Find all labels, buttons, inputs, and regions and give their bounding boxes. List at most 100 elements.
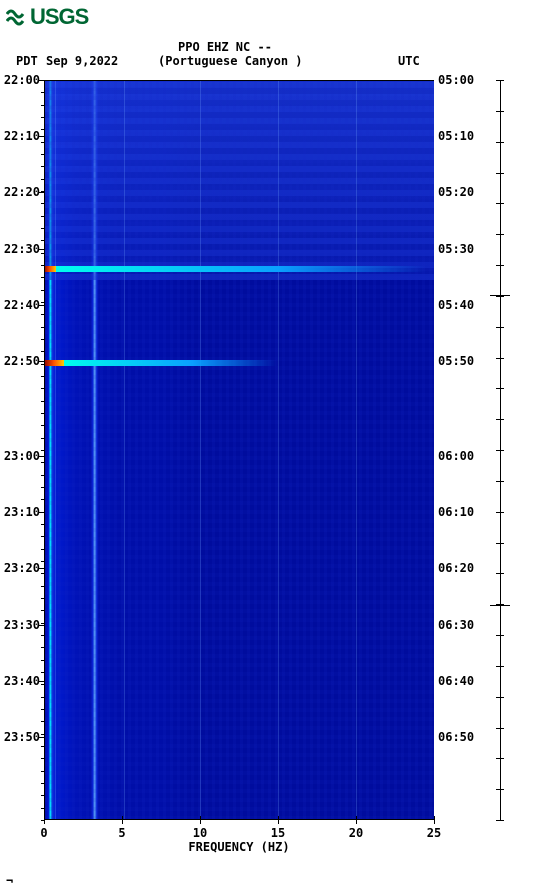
y-minor-tick — [41, 240, 44, 241]
y-major-tick — [39, 192, 44, 193]
y-minor-tick — [41, 450, 44, 451]
y-minor-tick — [41, 598, 44, 599]
y-minor-tick — [41, 536, 44, 537]
right-scale-minor-tick — [496, 80, 504, 81]
right-scale-minor-tick — [496, 388, 504, 389]
y-minor-tick — [41, 228, 44, 229]
y-minor-tick — [41, 647, 44, 648]
left-timezone: PDT — [16, 54, 38, 68]
y-minor-tick — [41, 672, 44, 673]
y-right-label: 05:50 — [438, 354, 474, 368]
y-minor-tick — [41, 92, 44, 93]
right-scale-minor-tick — [496, 758, 504, 759]
y-right-label: 06:20 — [438, 561, 474, 575]
y-minor-tick — [41, 253, 44, 254]
y-minor-tick — [41, 573, 44, 574]
y-left-label: 22:10 — [4, 129, 40, 143]
y-minor-tick — [41, 166, 44, 167]
freq-vertical — [124, 80, 125, 820]
y-minor-tick — [41, 401, 44, 402]
y-major-tick — [39, 681, 44, 682]
right-scale-major-tick — [490, 605, 510, 606]
header-title-1: PPO EHZ NC -- — [178, 40, 272, 54]
y-right-label: 05:20 — [438, 185, 474, 199]
event-warm-segment — [64, 360, 279, 366]
x-axis-title: FREQUENCY (HZ) — [188, 840, 289, 854]
event-hot-segment — [44, 360, 64, 366]
y-minor-tick — [41, 758, 44, 759]
x-tick-label: 20 — [349, 826, 363, 840]
y-minor-tick — [41, 290, 44, 291]
x-tick — [200, 816, 201, 824]
y-right-label: 06:30 — [438, 618, 474, 632]
usgs-logo-text: USGS — [30, 4, 88, 30]
y-minor-tick — [41, 216, 44, 217]
freq-vertical — [278, 80, 279, 820]
y-minor-tick — [41, 746, 44, 747]
y-major-tick — [39, 737, 44, 738]
right-scale-minor-tick — [496, 203, 504, 204]
y-right-label: 05:30 — [438, 242, 474, 256]
y-major-tick — [39, 456, 44, 457]
x-tick-label: 15 — [271, 826, 285, 840]
y-minor-tick — [41, 487, 44, 488]
x-tick — [44, 816, 45, 824]
y-left-label: 22:20 — [4, 185, 40, 199]
y-minor-tick — [41, 364, 44, 365]
usgs-logo: USGS — [6, 4, 90, 30]
event-hot-segment — [44, 266, 56, 272]
y-minor-tick — [41, 623, 44, 624]
y-minor-tick — [41, 425, 44, 426]
y-minor-tick — [41, 684, 44, 685]
x-tick-label: 25 — [427, 826, 441, 840]
right-scale-minor-tick — [496, 481, 504, 482]
right-scale-minor-tick — [496, 265, 504, 266]
spectrogram-texture — [44, 80, 434, 820]
right-scale-minor-tick — [496, 697, 504, 698]
freq-vertical — [55, 80, 56, 820]
y-minor-tick — [41, 80, 44, 81]
y-minor-tick — [41, 586, 44, 587]
y-right-label: 06:40 — [438, 674, 474, 688]
x-tick — [122, 816, 123, 824]
seismic-event — [44, 266, 434, 272]
right-scale-minor-tick — [496, 419, 504, 420]
y-minor-tick — [41, 771, 44, 772]
y-minor-tick — [41, 327, 44, 328]
right-scale-minor-tick — [496, 635, 504, 636]
y-left-label: 23:00 — [4, 449, 40, 463]
y-minor-tick — [41, 142, 44, 143]
right-scale-minor-tick — [496, 450, 504, 451]
y-minor-tick — [41, 339, 44, 340]
y-left-label: 23:40 — [4, 674, 40, 688]
y-left-label: 22:40 — [4, 298, 40, 312]
y-minor-tick — [41, 388, 44, 389]
y-minor-tick — [41, 179, 44, 180]
right-scale-minor-tick — [496, 358, 504, 359]
right-scale-minor-tick — [496, 789, 504, 790]
y-minor-tick — [41, 351, 44, 352]
y-minor-tick — [41, 413, 44, 414]
y-major-tick — [39, 361, 44, 362]
y-minor-tick — [41, 154, 44, 155]
y-minor-tick — [41, 475, 44, 476]
footer-glyph: ¬ — [6, 874, 13, 888]
y-minor-tick — [41, 314, 44, 315]
y-minor-tick — [41, 376, 44, 377]
y-minor-tick — [41, 783, 44, 784]
x-tick — [434, 816, 435, 824]
x-tick-label: 5 — [118, 826, 125, 840]
right-scale-minor-tick — [496, 173, 504, 174]
y-left-label: 23:30 — [4, 618, 40, 632]
y-right-label: 06:50 — [438, 730, 474, 744]
y-minor-tick — [41, 302, 44, 303]
y-minor-tick — [41, 721, 44, 722]
y-minor-tick — [41, 709, 44, 710]
y-minor-tick — [41, 524, 44, 525]
y-minor-tick — [41, 610, 44, 611]
right-scale-minor-tick — [496, 296, 504, 297]
spectrogram-chart: 22:0005:0022:1005:1022:2005:2022:3005:30… — [44, 80, 434, 820]
header-date: Sep 9,2022 — [46, 54, 118, 68]
event-warm-segment — [56, 266, 427, 272]
y-minor-tick — [41, 549, 44, 550]
